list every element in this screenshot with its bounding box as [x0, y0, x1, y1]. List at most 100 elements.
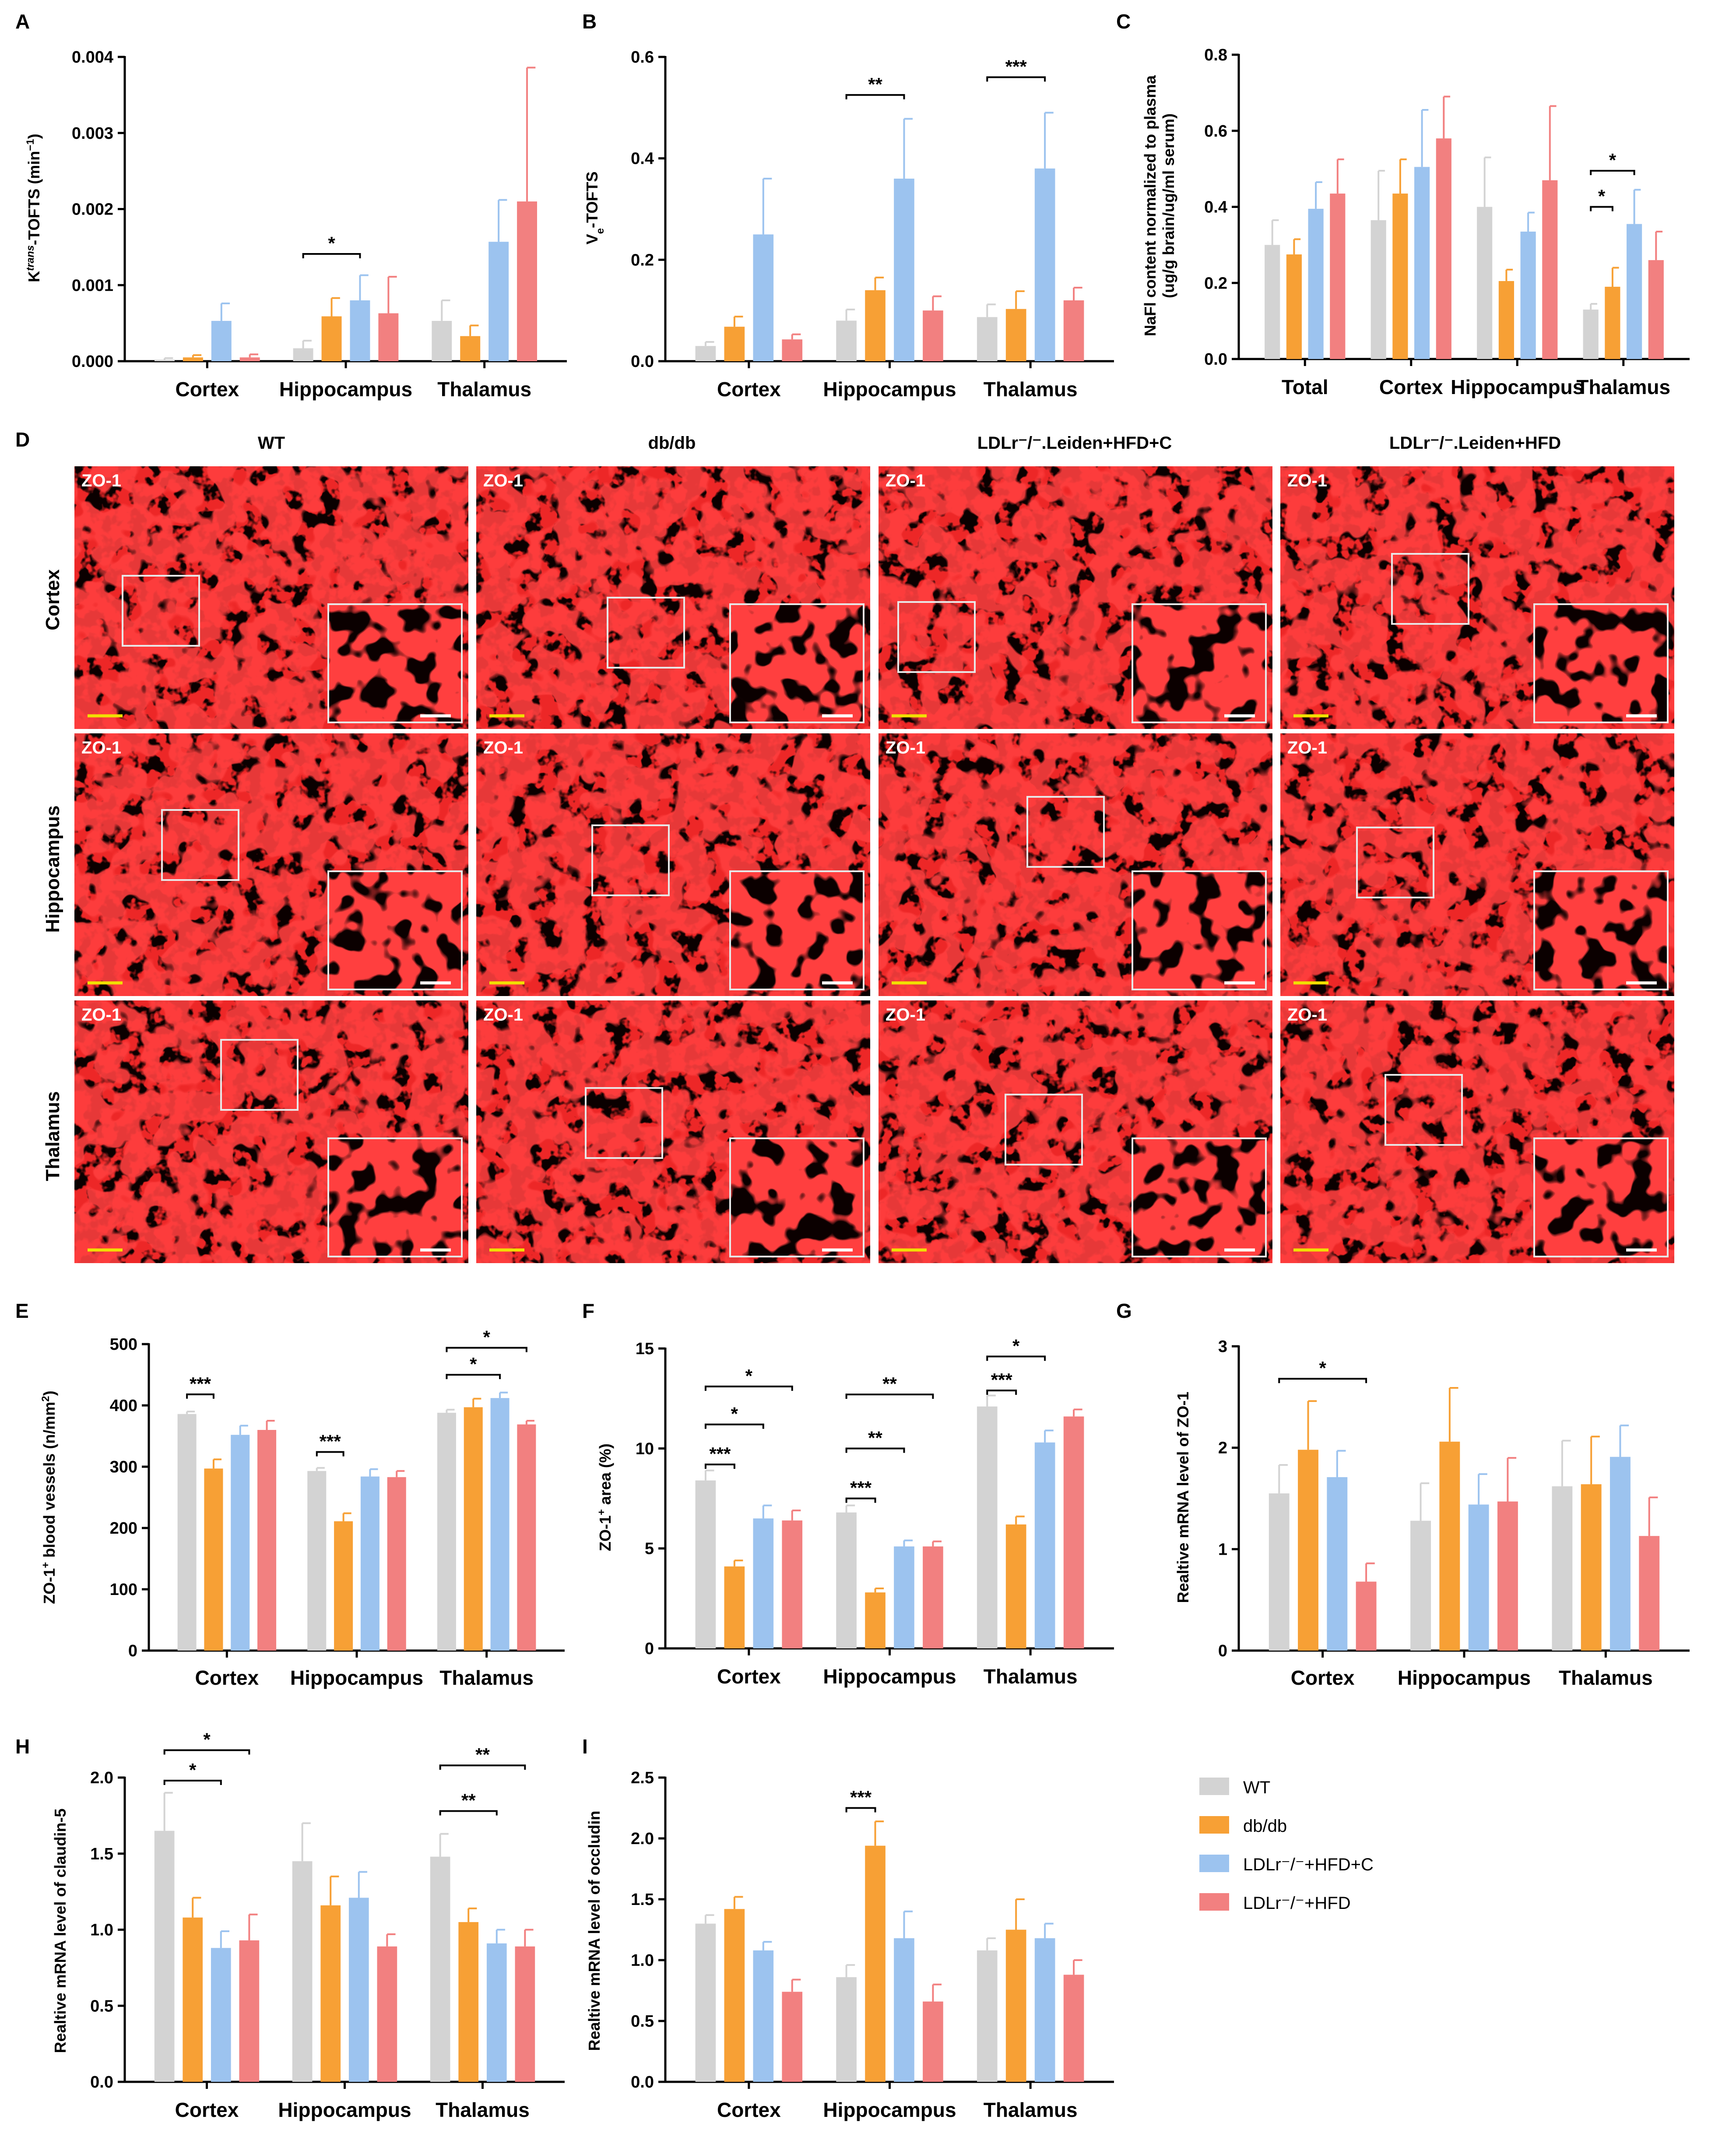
chart-f: F 0 5 10 15 ZO-1+ area (%) Cortex Hippocampus Th… [582, 1299, 1114, 1688]
y-tick-label: 3 [1218, 1338, 1227, 1356]
inset-vessels [329, 1139, 461, 1256]
bar [1298, 1450, 1318, 1651]
bar [1520, 231, 1536, 359]
x-category-label: Cortex [1291, 1666, 1355, 1689]
y-axis-label-part: + [40, 1562, 52, 1568]
x-category-label: Hippocampus [278, 2098, 411, 2121]
x-category-label: Thalamus [439, 1666, 534, 1689]
bar [350, 300, 370, 361]
bar [155, 359, 175, 361]
bar [1542, 180, 1558, 359]
significance-bracket [704, 1385, 793, 1391]
bar [753, 1518, 774, 1648]
roi-box [585, 1087, 663, 1159]
bar [1639, 1536, 1660, 1651]
inset-vessels [1535, 1139, 1667, 1256]
significance-bracket [845, 1497, 876, 1503]
bar [257, 1430, 277, 1651]
roi-box [1026, 796, 1105, 868]
bar [724, 327, 745, 361]
significance-label: * [731, 1404, 738, 1424]
legend-label: LDLr⁻/⁻+HFD [1243, 1894, 1351, 1913]
roi-box [897, 601, 976, 673]
y-tick-label: 1 [1218, 1540, 1227, 1559]
bar [1439, 1441, 1460, 1651]
bar [437, 1412, 456, 1651]
y-axis-label-part: -TOFTS [583, 172, 601, 228]
bar [1034, 1938, 1055, 2082]
panel-letter-a: A [15, 10, 30, 33]
significance-bracket [986, 1389, 1017, 1395]
legend-label: LDLr⁻/⁻+HFD+C [1243, 1855, 1374, 1874]
roi-box [1391, 553, 1469, 625]
significance-label: ** [882, 1373, 897, 1394]
stain-label: ZO-1 [1287, 471, 1327, 490]
y-axis-label: Realtive mRNA level of claudin-5 [51, 1809, 69, 2053]
legend-swatch [1199, 1855, 1229, 1872]
bar [430, 1856, 450, 2082]
x-category-label: Cortex [717, 2098, 781, 2121]
x-category-label: Cortex [717, 378, 781, 401]
inset-vessels [731, 605, 863, 722]
x-category-label: Hippocampus [1451, 376, 1584, 398]
y-tick-label: 0.6 [1204, 122, 1227, 141]
y-axis-label-line: NaFl content normalized to plasma [1141, 75, 1159, 336]
significance-label: * [483, 1327, 490, 1347]
microscopy-panel: D WT db/db LDLr⁻/⁻.Leiden+HFD+C LDLr⁻/⁻.… [15, 428, 1674, 1263]
significance-label: * [1598, 186, 1606, 207]
y-axis-label-part: e [594, 228, 606, 234]
significance-label: *** [850, 1478, 872, 1498]
row-label-hippocampus: Hippocampus [42, 806, 63, 933]
stain-label: ZO-1 [1287, 1005, 1327, 1025]
bar [183, 357, 203, 361]
y-axis-label-part: −1 [25, 139, 36, 151]
bar [432, 320, 452, 361]
y-tick-label: 1.5 [90, 1845, 113, 1863]
bar [464, 1407, 483, 1651]
bar [320, 1905, 341, 2082]
y-tick-label: 0 [1218, 1642, 1227, 1660]
column-label-dbdb: db/db [648, 433, 696, 453]
significance-bracket [845, 1447, 905, 1453]
legend-label: db/db [1243, 1817, 1287, 1836]
bar [1034, 168, 1055, 361]
micrograph-thalamus-2: ZO-1 [476, 1000, 870, 1263]
y-tick-label: 10 [636, 1440, 654, 1458]
y-axis-label-part: ) [40, 1391, 58, 1396]
bar [387, 1477, 406, 1651]
bar [923, 310, 943, 361]
micrograph-cortex-1: ZO-1 [74, 466, 468, 729]
x-category-label: Cortex [717, 1665, 781, 1688]
bar [517, 201, 537, 361]
y-tick-label: 0.004 [72, 48, 113, 67]
bar [334, 1521, 353, 1651]
micrograph-grid: ZO-1 ZO-1 ZO-1 ZO-1 ZO-1 ZO-1 ZO-1 ZO-1 ZO-1 ZO-1… [74, 466, 1674, 1263]
bar [1498, 281, 1514, 359]
y-tick-label: 1.0 [90, 1921, 113, 1940]
chart-b: B 0.0 0.2 0.4 0.6 Ve-TOFTS Cortex Hippocampus Th… [582, 10, 1114, 401]
bar [1327, 1477, 1348, 1651]
x-category-label: Hippocampus [823, 2098, 956, 2121]
bar [515, 1946, 535, 2082]
y-tick-label: 0.4 [631, 150, 654, 168]
y-tick-label: 0 [645, 1640, 654, 1658]
significance-bracket [986, 76, 1046, 82]
bar [1477, 207, 1493, 359]
y-tick-label: 1.0 [631, 1951, 654, 1970]
legend-swatch [1199, 1778, 1229, 1795]
bar [894, 179, 914, 361]
bar [1034, 1442, 1055, 1648]
panel-letter-c: C [1116, 10, 1131, 33]
significance-label: *** [1005, 56, 1027, 77]
bar [239, 1940, 260, 2082]
bar [1583, 310, 1599, 359]
significance-label: ** [868, 74, 882, 95]
significance-label: ** [475, 1744, 490, 1765]
y-axis-label: Ve-TOFTS [583, 172, 606, 245]
bar [378, 313, 399, 361]
panel-letter-g: G [1116, 1299, 1132, 1322]
bar [1063, 300, 1084, 361]
micrograph-cortex-2: ZO-1 [476, 466, 870, 729]
bar [231, 1435, 250, 1651]
